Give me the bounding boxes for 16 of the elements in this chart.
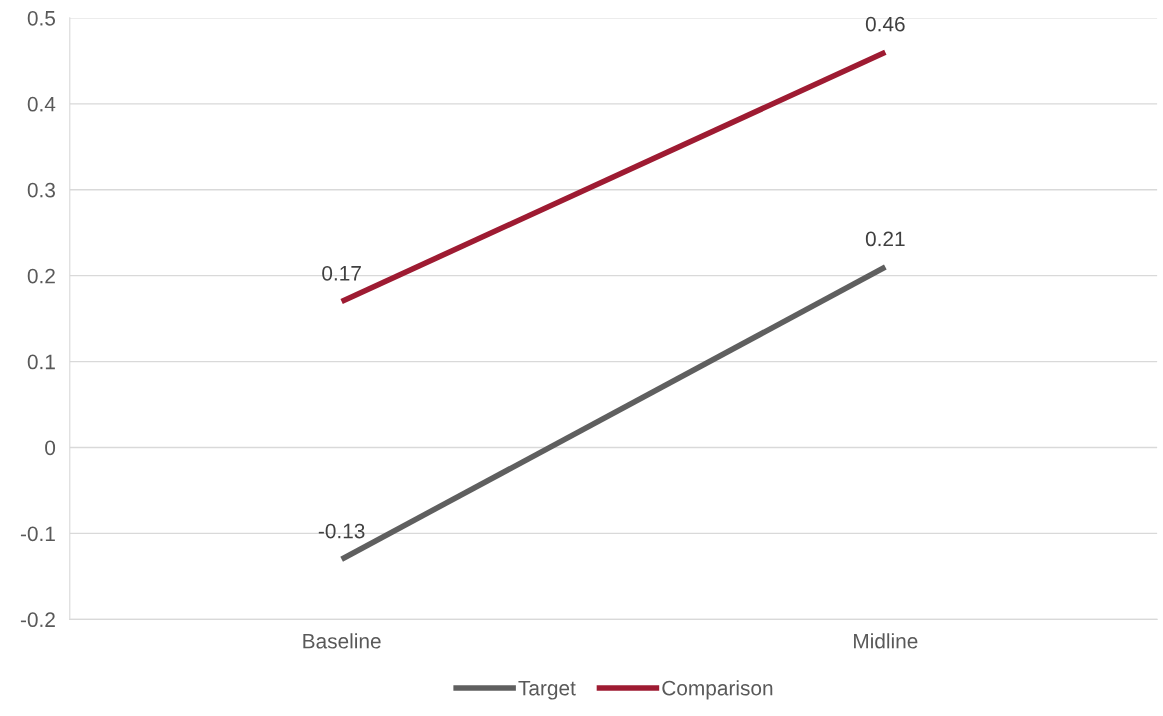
legend-label: Comparison xyxy=(662,680,773,700)
legend-label: Target xyxy=(518,680,576,700)
y-tick-label: 0.3 xyxy=(27,182,55,198)
data-label: 0.21 xyxy=(865,231,905,247)
y-tick-label: 0.5 xyxy=(27,10,56,26)
data-label: 0.46 xyxy=(865,16,905,32)
x-tick-label: Baseline xyxy=(303,633,381,649)
data-label: 0.17 xyxy=(322,265,361,281)
y-tick-label: 0.4 xyxy=(27,96,56,112)
y-tick-label: 0 xyxy=(45,440,56,456)
y-tick-label: 0.2 xyxy=(27,268,55,284)
y-tick-label: -0.1 xyxy=(20,526,55,542)
data-label: -0.13 xyxy=(318,523,365,539)
x-tick-label: Midline xyxy=(854,633,918,649)
y-tick-label: -0.2 xyxy=(20,612,55,628)
y-tick-label: 0.1 xyxy=(27,354,55,370)
